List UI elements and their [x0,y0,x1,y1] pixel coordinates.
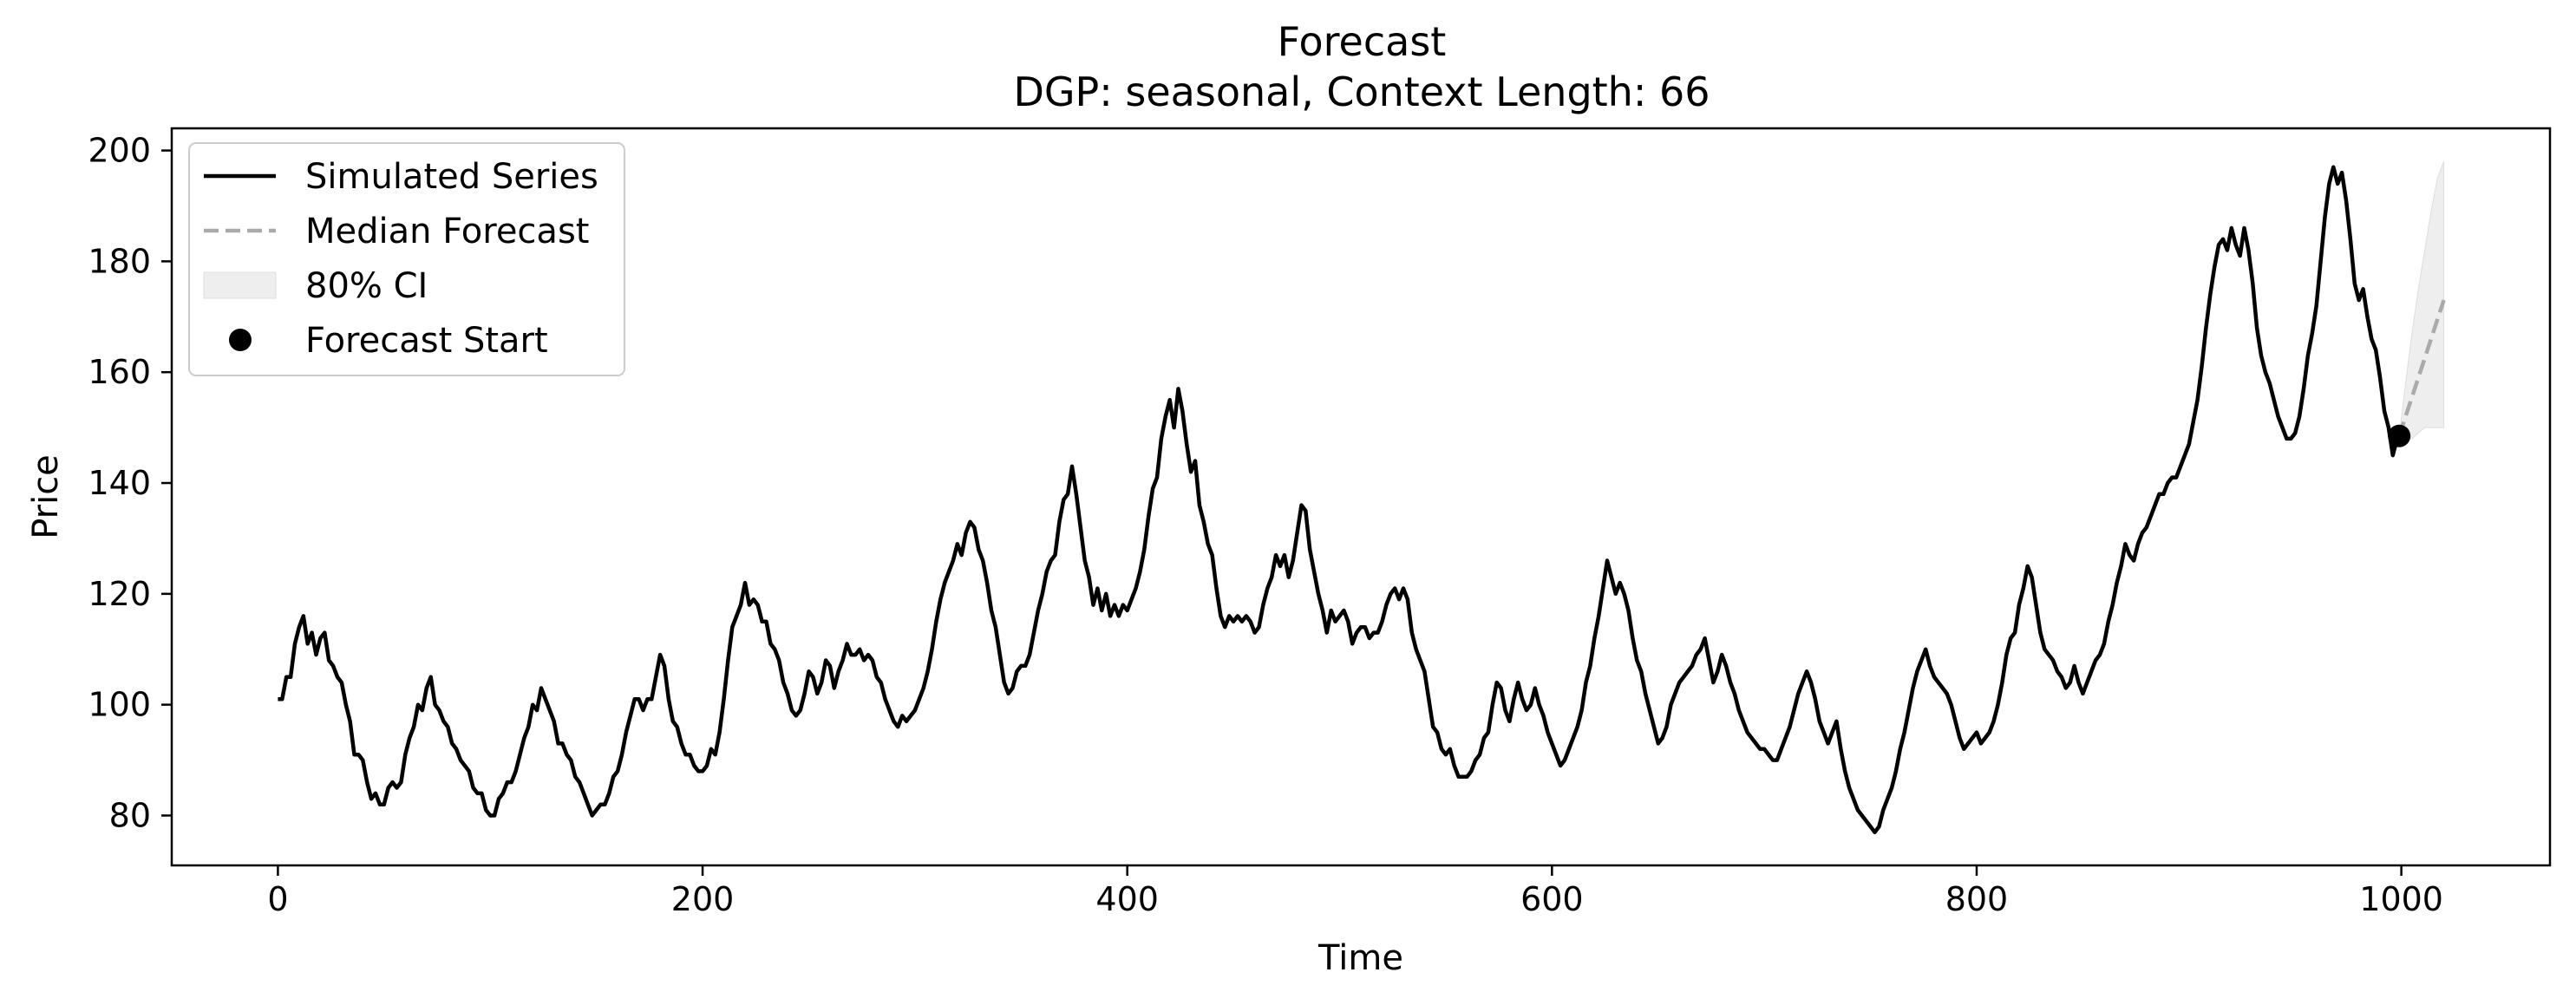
y-tick-label: 80 [109,796,151,834]
x-tick-label: 800 [1945,880,2009,918]
y-axis-label: Price [26,454,66,539]
x-axis-ticks: 0 200 400 600 800 1000 [267,865,2443,918]
chart-subtitle: DGP: seasonal, Context Length: 66 [1013,69,1710,115]
y-tick-label: 100 [88,686,151,724]
y-tick-label: 180 [88,242,151,280]
forecast-start-marker [2388,424,2411,447]
y-axis-ticks: 80 100 120 140 160 180 200 [88,132,172,834]
x-tick-label: 1000 [2359,880,2443,918]
legend: Simulated Series Median Forecast 80% CI For… [188,142,625,376]
legend-frame [188,142,625,376]
ci-band [2398,161,2445,440]
series-layer [278,165,2399,834]
median-forecast-layer [2397,299,2446,437]
plot-area [278,161,2446,834]
simulated-series-line [278,165,2399,834]
legend-label: 80% CI [305,266,428,306]
y-tick-label: 120 [88,575,151,613]
y-tick-label: 200 [88,132,151,170]
legend-swatch-forecast-start [229,329,252,351]
y-tick-label: 160 [88,353,151,391]
median-forecast-line [2397,299,2446,437]
legend-swatch-ci [203,271,277,299]
x-axis-label: Time [1317,938,1403,978]
chart-title: Forecast [1278,18,1447,65]
x-tick-label: 0 [267,880,288,918]
y-tick-label: 140 [88,464,151,502]
legend-label: Median Forecast [305,212,589,251]
plot-frame [170,127,2552,867]
x-tick-label: 400 [1095,880,1159,918]
legend-label: Simulated Series [305,157,598,197]
legend-label: Forecast Start [305,321,548,361]
x-tick-label: 200 [671,880,735,918]
legend-entries: Simulated Series Median Forecast 80% CI For… [203,157,598,361]
ci-band-layer [2398,161,2445,440]
forecast-start-layer [2388,424,2411,447]
x-tick-label: 600 [1520,880,1584,918]
